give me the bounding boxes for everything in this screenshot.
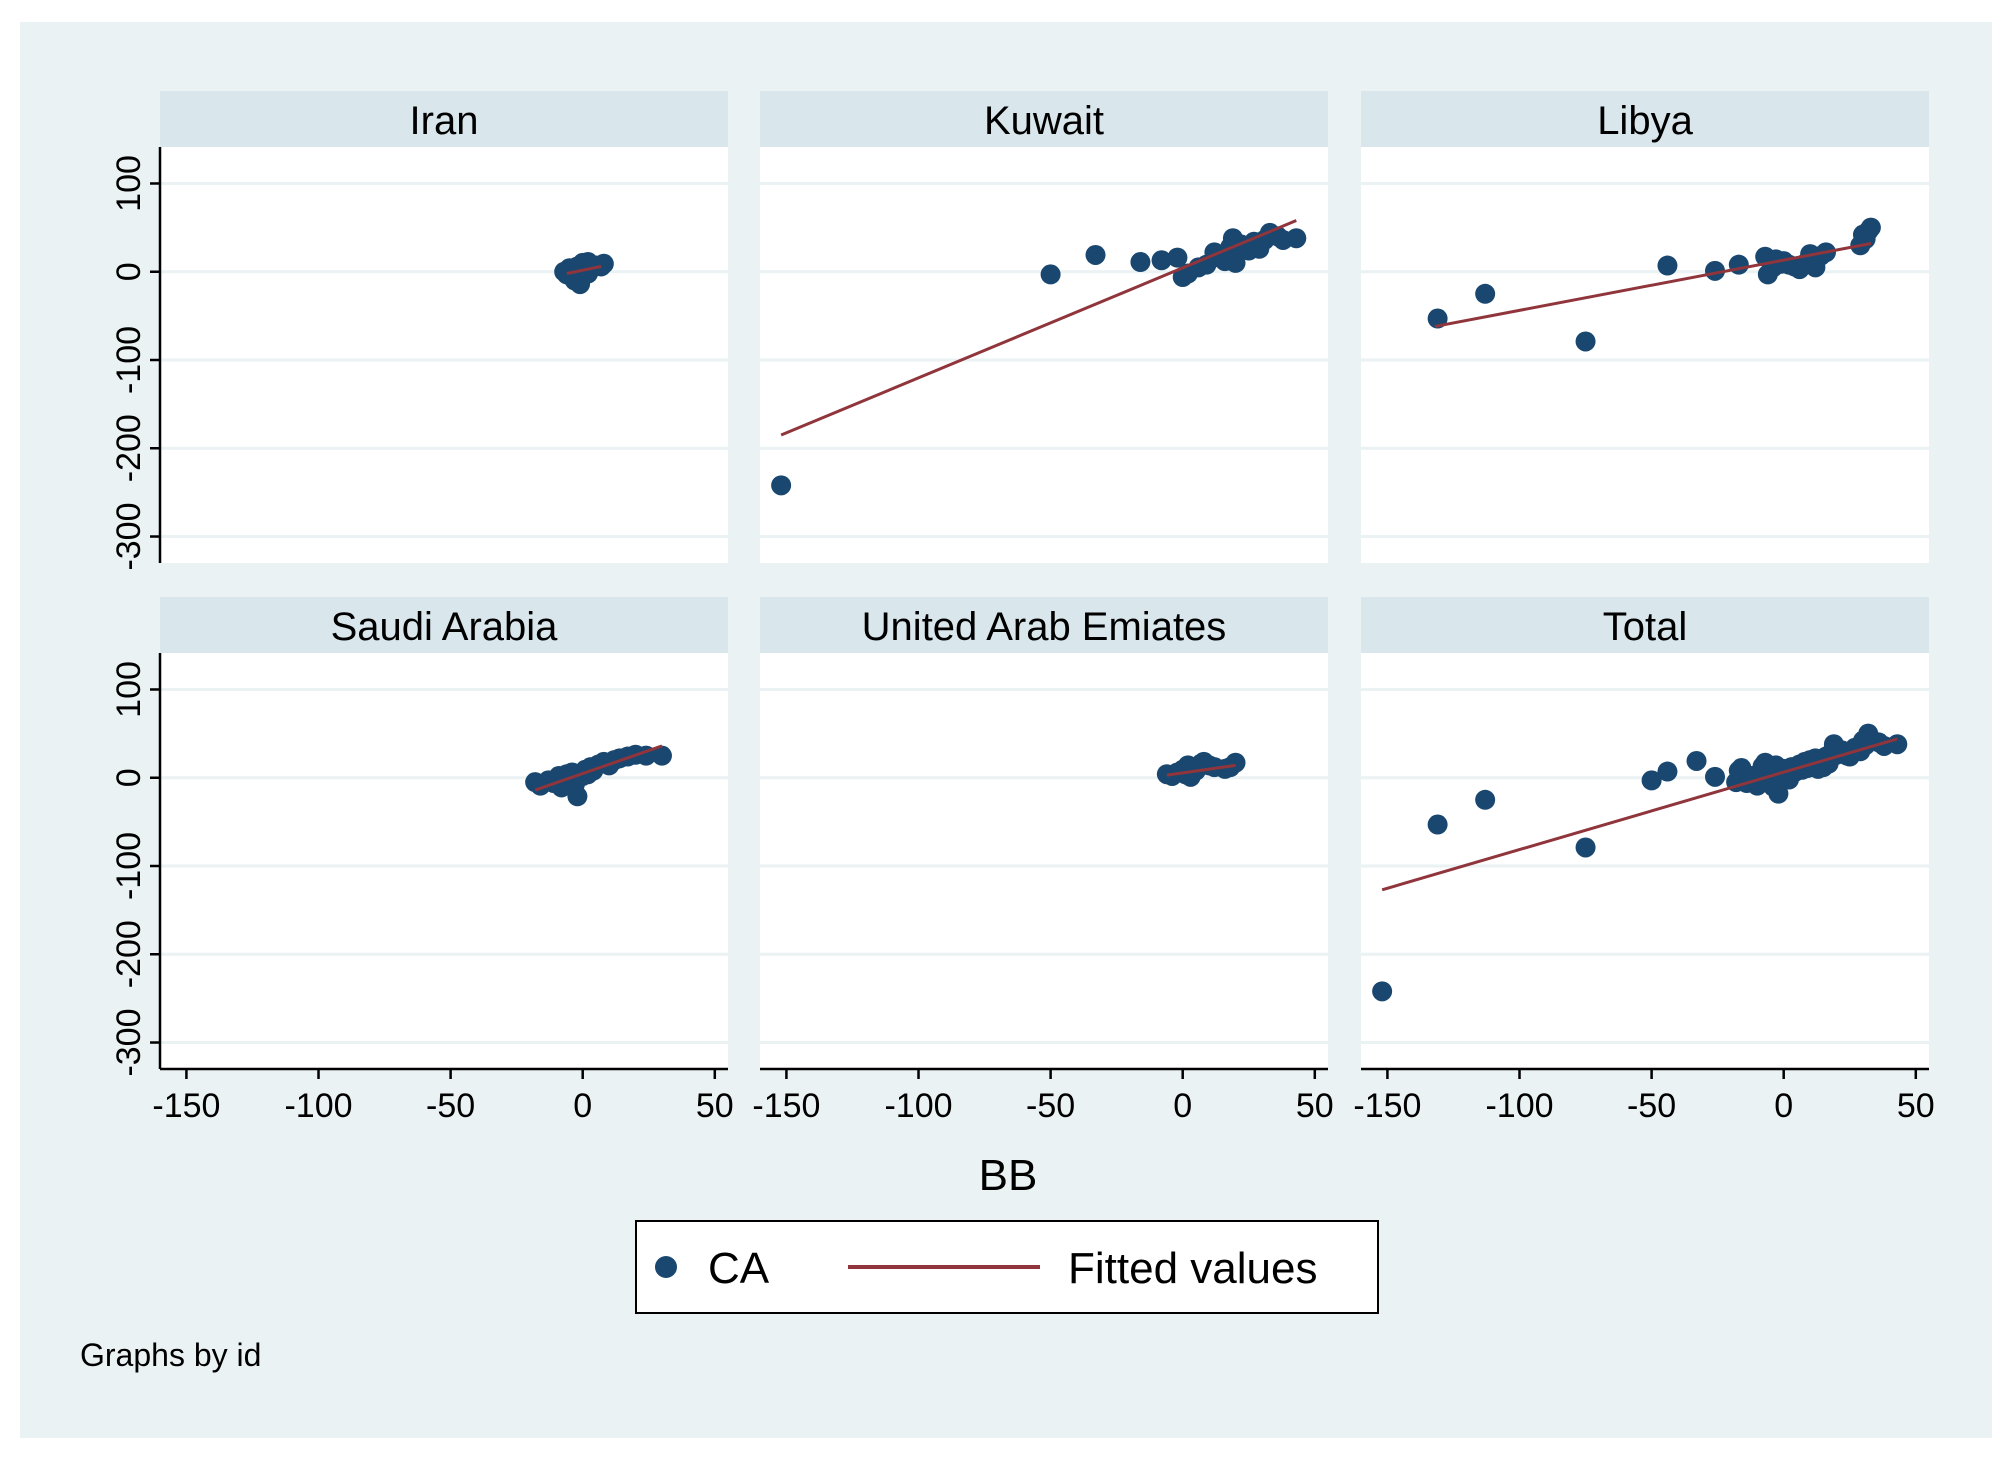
data-point <box>1167 247 1188 268</box>
data-point <box>1575 837 1596 858</box>
panels: Iran -300 -200 -100 0 100 Kuwait Libya Saudi Ara… <box>110 91 1935 1125</box>
data-point <box>1768 783 1789 804</box>
x-tick-label: -50 <box>1026 1087 1075 1125</box>
panel-strip <box>160 597 728 653</box>
panel-total: Total -150 -100 -50 0 50 <box>1353 597 1935 1125</box>
x-tick-label: -150 <box>152 1087 220 1125</box>
data-point <box>1475 283 1496 304</box>
fit-line <box>566 264 602 275</box>
data-point <box>1705 766 1726 787</box>
plot-area <box>160 653 728 1069</box>
y-tick-label: -200 <box>110 920 148 988</box>
plot-area <box>1361 653 1929 1069</box>
data-point <box>1728 254 1749 275</box>
legend-label-fitted-values: Fitted values <box>1068 1244 1317 1293</box>
x-tick-label: -100 <box>1485 1087 1553 1125</box>
fit-line <box>1166 763 1236 777</box>
data-point <box>1860 217 1881 238</box>
x-tick-label: -50 <box>1627 1087 1676 1125</box>
x-tick-label: 50 <box>1897 1087 1935 1125</box>
fit-line <box>780 219 1297 437</box>
y-tick-label: 100 <box>110 155 148 212</box>
y-tick-label: -300 <box>110 502 148 570</box>
panel-strip <box>160 91 728 147</box>
data-point <box>1085 244 1106 265</box>
x-tick-label: -100 <box>284 1087 352 1125</box>
x-tick-label: -150 <box>752 1087 820 1125</box>
panel-libya: Libya <box>1361 91 1929 563</box>
data-point <box>1286 228 1307 249</box>
plot-area <box>1361 147 1929 563</box>
data-point <box>1657 255 1678 276</box>
panel-strip <box>1361 91 1929 147</box>
fit-line <box>1381 737 1898 892</box>
data-point <box>1686 750 1707 771</box>
y-tick-label: 100 <box>110 661 148 718</box>
legend-marker-ca <box>655 1256 677 1278</box>
data-point <box>1372 981 1393 1002</box>
panel-title: Libya <box>1597 99 1693 143</box>
data-point <box>1657 761 1678 782</box>
x-tick-label: -50 <box>426 1087 475 1125</box>
data-point <box>1225 252 1246 273</box>
graphs-by-note: Graphs by id <box>80 1337 261 1373</box>
data-point <box>564 270 585 291</box>
panel-united-arab-emiates: United Arab Emiates -150 -100 -50 0 50 <box>752 597 1334 1125</box>
y-tick-label: -100 <box>110 832 148 900</box>
data-point <box>593 253 614 274</box>
x-tick-label: 0 <box>573 1087 592 1125</box>
panel-strip <box>760 91 1328 147</box>
panel-title: Total <box>1603 605 1688 649</box>
y-tick-label: 0 <box>110 768 148 787</box>
data-point <box>1130 252 1151 273</box>
data-point <box>567 786 588 807</box>
data-point <box>1575 331 1596 352</box>
data-point <box>1427 814 1448 835</box>
data-point <box>771 475 792 496</box>
x-tick-label: -150 <box>1353 1087 1421 1125</box>
legend: CA Fitted values <box>635 1220 1379 1314</box>
data-point <box>1225 752 1246 773</box>
x-axis-title: BB <box>979 1151 1038 1200</box>
plot-area <box>160 147 728 563</box>
fit-line <box>1434 242 1872 328</box>
panel-kuwait: Kuwait <box>760 91 1328 563</box>
panel-strip <box>760 597 1328 653</box>
x-tick-label: 50 <box>696 1087 734 1125</box>
fit-line <box>534 744 663 792</box>
panel-strip <box>1361 597 1929 653</box>
data-point <box>1151 250 1172 271</box>
y-tick-label: -200 <box>110 414 148 482</box>
y-tick-label: -100 <box>110 326 148 394</box>
legend-box <box>635 1220 1379 1314</box>
panel-title: Iran <box>410 99 479 143</box>
panel-saudi-arabia: Saudi Arabia -300 -200 -100 0 100 -150 -100 -50 0… <box>110 597 734 1125</box>
data-point <box>1475 789 1496 810</box>
x-tick-label: 0 <box>1774 1087 1793 1125</box>
legend-label-ca: CA <box>708 1244 770 1293</box>
x-tick-label: -100 <box>884 1087 952 1125</box>
data-point <box>1641 770 1662 791</box>
panel-title: Kuwait <box>984 99 1104 143</box>
data-point <box>1887 734 1908 755</box>
x-tick-label: 50 <box>1296 1087 1334 1125</box>
panel-iran: Iran -300 -200 -100 0 100 <box>110 91 728 571</box>
plot-area <box>760 147 1328 563</box>
y-tick-label: -300 <box>110 1008 148 1076</box>
data-point <box>651 745 672 766</box>
x-tick-label: 0 <box>1173 1087 1192 1125</box>
panel-title: Saudi Arabia <box>331 605 559 649</box>
plot-area <box>760 653 1328 1069</box>
y-tick-label: 0 <box>110 262 148 281</box>
panel-title: United Arab Emiates <box>862 605 1227 649</box>
data-point <box>1040 264 1061 285</box>
data-point <box>1705 260 1726 281</box>
